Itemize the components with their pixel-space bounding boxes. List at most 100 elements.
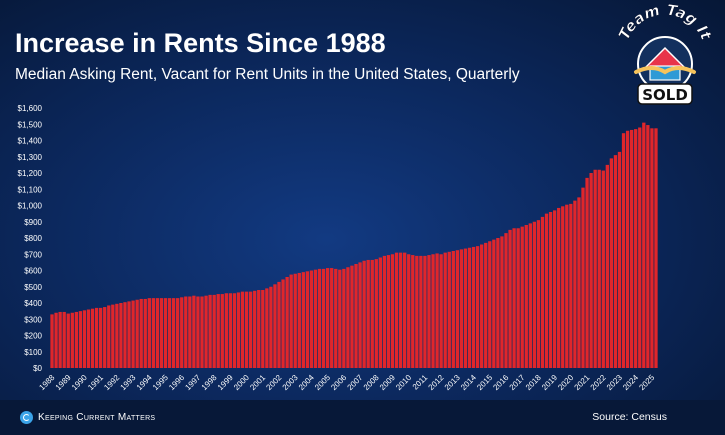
bar xyxy=(50,314,54,369)
y-tick-label: $1,200 xyxy=(18,169,43,178)
bar xyxy=(297,272,301,368)
bar xyxy=(654,128,658,368)
bar xyxy=(184,296,188,368)
bar xyxy=(90,308,95,368)
bar xyxy=(394,252,399,369)
bar xyxy=(74,311,78,368)
x-tick-label: 2002 xyxy=(264,373,283,392)
bar xyxy=(565,204,569,368)
x-tick-label: 2023 xyxy=(605,373,624,392)
bar xyxy=(212,294,216,369)
brand: Keeping Current Matters xyxy=(20,411,155,424)
bar xyxy=(419,255,423,369)
bar xyxy=(557,207,561,368)
bar xyxy=(386,255,391,368)
x-tick-label: 2016 xyxy=(491,373,510,392)
x-tick-label: 2010 xyxy=(394,373,413,392)
x-tick-label: 2011 xyxy=(411,373,430,392)
bar xyxy=(443,252,447,369)
x-tick-label: 1999 xyxy=(216,373,235,392)
bar xyxy=(119,303,123,368)
bar xyxy=(403,252,407,369)
x-tick-label: 2015 xyxy=(475,373,494,392)
y-tick-label: $900 xyxy=(24,218,42,227)
bar xyxy=(492,239,496,369)
bar xyxy=(561,206,565,368)
bar xyxy=(407,254,411,368)
bar xyxy=(634,129,638,369)
handshake-icon xyxy=(634,66,696,75)
chart-title: Increase in Rents Since 1988 xyxy=(15,28,386,58)
x-tick-label: 2014 xyxy=(459,373,478,392)
bar xyxy=(593,169,597,368)
bar xyxy=(216,294,220,368)
x-tick-label: 2020 xyxy=(556,373,575,392)
bar xyxy=(188,296,192,368)
x-tick-label: 2004 xyxy=(297,373,316,392)
bar xyxy=(103,307,107,368)
bar xyxy=(475,246,480,369)
y-tick-label: $200 xyxy=(24,332,42,341)
bar xyxy=(244,291,249,369)
bar xyxy=(447,251,451,368)
bar xyxy=(220,294,224,368)
bar xyxy=(650,128,654,368)
bar xyxy=(536,220,541,369)
x-tick-label: 2019 xyxy=(540,373,559,392)
bar xyxy=(94,307,99,369)
x-tick-label: 2013 xyxy=(443,373,462,392)
bar xyxy=(544,213,549,369)
logo-sold-text: SOLD xyxy=(642,86,688,104)
bar xyxy=(253,290,257,368)
bar xyxy=(58,311,62,368)
rent-bar-chart: $0 $100 $200 $300 $400 $500 $600 $700 $800 $900 $1… xyxy=(18,122,658,392)
bar xyxy=(70,312,74,368)
bar xyxy=(82,310,87,368)
x-tick-label: 2006 xyxy=(329,373,348,392)
team-tag-it-logo: Team Tag It SOLD xyxy=(614,2,716,105)
bar xyxy=(115,303,119,368)
bar xyxy=(621,133,626,368)
bar xyxy=(208,294,212,369)
bar xyxy=(228,293,233,368)
bar xyxy=(167,298,172,369)
bar xyxy=(625,130,630,368)
bar xyxy=(552,210,557,369)
bar xyxy=(354,264,358,368)
bar xyxy=(512,228,516,368)
bar xyxy=(581,187,585,369)
x-tick-label: 2017 xyxy=(508,373,527,392)
bar xyxy=(180,297,184,368)
bar xyxy=(467,247,472,368)
bar xyxy=(99,307,103,369)
bar xyxy=(301,272,305,369)
bar xyxy=(176,298,180,369)
bar xyxy=(330,268,334,368)
bar xyxy=(204,295,208,368)
bar xyxy=(159,298,164,369)
bar xyxy=(111,304,115,369)
y-tick-label: $300 xyxy=(24,315,42,324)
bar xyxy=(66,313,70,368)
footer-bar: Keeping Current Matters Source: Census xyxy=(0,400,725,435)
bar xyxy=(638,127,642,368)
bar xyxy=(508,229,512,369)
bar xyxy=(569,203,573,369)
bar xyxy=(504,233,508,369)
x-tick-label: 2021 xyxy=(573,373,592,392)
bar xyxy=(577,197,581,369)
bar xyxy=(617,151,622,369)
bar xyxy=(151,298,156,369)
y-tick-label: $800 xyxy=(24,234,42,243)
bar xyxy=(463,248,468,368)
y-tick-label: $500 xyxy=(24,283,42,292)
bar xyxy=(261,290,265,368)
bar xyxy=(382,255,387,369)
x-tick-label: 1998 xyxy=(200,373,219,392)
bar xyxy=(431,254,435,368)
bar xyxy=(548,212,553,368)
bar xyxy=(609,158,614,369)
bar xyxy=(415,255,419,369)
bar xyxy=(480,244,484,368)
y-tick-label: $1,300 xyxy=(18,153,43,162)
